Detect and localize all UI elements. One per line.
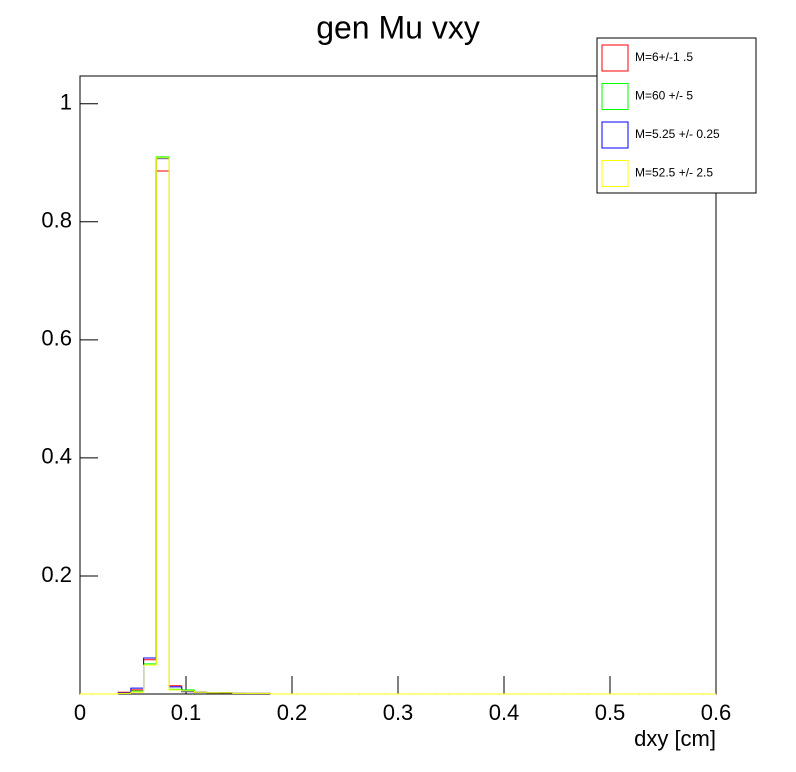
legend-swatch xyxy=(601,83,629,110)
histogram-bin xyxy=(155,157,170,666)
legend-label: M=52.5 +/- 2.5 xyxy=(635,166,713,180)
legend-label: M=6+/-1 .5 xyxy=(635,50,693,64)
y-tick-label: 0.6 xyxy=(41,326,72,351)
x-tick-label: 0 xyxy=(74,700,86,725)
histogram-bin xyxy=(143,664,157,693)
legend-label: M=5.25 +/- 0.25 xyxy=(635,127,720,141)
y-tick-label: 0.2 xyxy=(41,562,72,587)
y-tick-label: 1 xyxy=(60,90,72,115)
legend-swatch xyxy=(601,44,629,72)
legend-swatch xyxy=(601,160,629,187)
y-tick-label: 0.4 xyxy=(41,444,72,469)
x-tick-label: 0.1 xyxy=(171,700,202,725)
x-tick-label: 0.3 xyxy=(383,700,414,725)
x-tick-label: 0.5 xyxy=(595,700,626,725)
histogram-bin xyxy=(130,687,144,693)
histogram-bin xyxy=(168,158,182,691)
histogram-bin xyxy=(181,686,195,693)
x-axis-label: dxy [cm] xyxy=(634,726,716,751)
chart-title: gen Mu vxy xyxy=(316,9,480,45)
legend-swatch xyxy=(601,121,629,149)
histogram-bin xyxy=(181,689,195,692)
histogram-bin xyxy=(193,691,208,693)
x-tick-label: 0.4 xyxy=(489,700,520,725)
histogram-bin xyxy=(206,692,220,694)
legend-box xyxy=(596,37,757,194)
y-tick-label: 0.8 xyxy=(41,208,72,233)
histogram-bin xyxy=(130,691,144,694)
histogram-bin xyxy=(232,692,246,694)
histogram-bin xyxy=(117,692,131,694)
legend-label: M=60 +/- 5 xyxy=(635,89,693,103)
histogram-bin xyxy=(270,693,284,695)
x-tick-label: 0.2 xyxy=(277,700,308,725)
x-tick-label: 0.6 xyxy=(701,700,732,725)
